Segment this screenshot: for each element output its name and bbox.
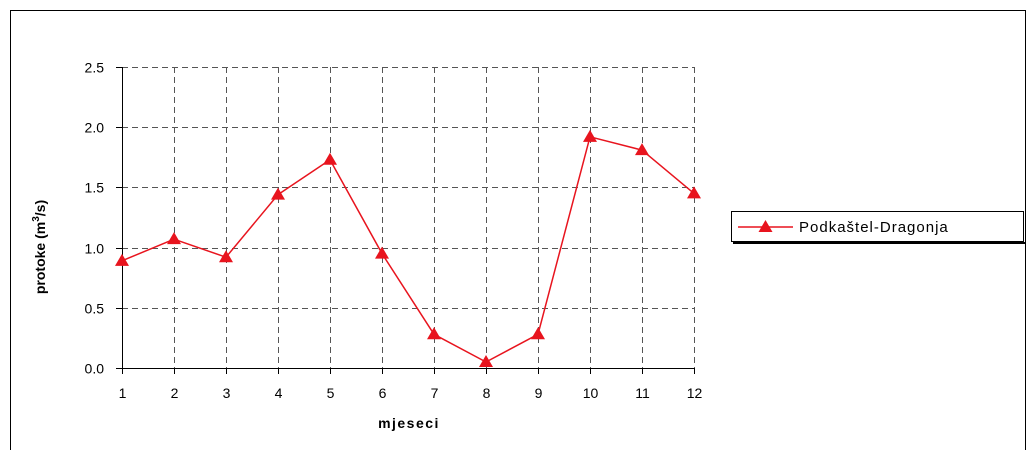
y-axis-title: protoke (m3/s)	[31, 200, 48, 294]
data-point-marker	[635, 143, 649, 156]
x-tick-label: 5	[327, 385, 335, 401]
data-point-marker	[167, 232, 181, 245]
x-tick-label: 1	[119, 385, 127, 401]
y-tick-label: 0.0	[85, 361, 105, 377]
data-point-marker	[271, 187, 285, 200]
data-point-marker	[115, 253, 129, 266]
x-tick-label: 7	[431, 385, 439, 401]
legend-label: Podkaštel-Dragonja	[799, 219, 949, 236]
y-axis-title-superscript: 3	[31, 216, 42, 222]
legend: Podkaštel-Dragonja	[731, 211, 1025, 244]
x-tick-labels: 1 2 3 4 5 6 7 8 9 10 11 12	[119, 385, 703, 401]
x-axis-title: mjeseci	[378, 415, 440, 431]
legend-marker-triangle	[758, 220, 773, 232]
y-tick-label: 2.0	[85, 120, 105, 136]
x-tick-label: 8	[483, 385, 491, 401]
x-tick-label: 3	[223, 385, 231, 401]
series-podkastel-dragonja	[115, 129, 701, 367]
x-tick-label: 9	[535, 385, 543, 401]
x-tick-label: 2	[171, 385, 179, 401]
grid	[122, 67, 695, 368]
figure-border	[10, 10, 1026, 450]
y-tick-label: 2.5	[85, 60, 105, 76]
y-tick-label: 0.5	[85, 301, 105, 317]
axes	[116, 67, 695, 374]
x-tick-label: 12	[687, 385, 703, 401]
data-point-marker	[219, 250, 233, 263]
data-point-marker	[375, 246, 389, 259]
data-point-marker	[583, 129, 597, 142]
series-line	[121, 136, 695, 363]
y-tick-label: 1.0	[85, 241, 105, 257]
y-axis-title-tail: /s)	[32, 200, 48, 216]
x-tick-label: 11	[635, 385, 650, 401]
x-tick-label: 6	[379, 385, 387, 401]
y-axis-title-main: protoke (m	[32, 222, 48, 294]
data-point-marker	[427, 327, 441, 340]
data-point-marker	[531, 327, 545, 340]
y-tick-labels: 0.0 0.5 1.0 1.5 2.0 2.5	[85, 60, 105, 377]
data-point-marker	[323, 152, 337, 165]
data-point-marker	[687, 186, 701, 199]
y-tick-label: 1.5	[85, 180, 105, 196]
x-tick-label: 10	[583, 385, 599, 401]
data-point-marker	[479, 354, 493, 367]
x-tick-label: 4	[275, 385, 283, 401]
